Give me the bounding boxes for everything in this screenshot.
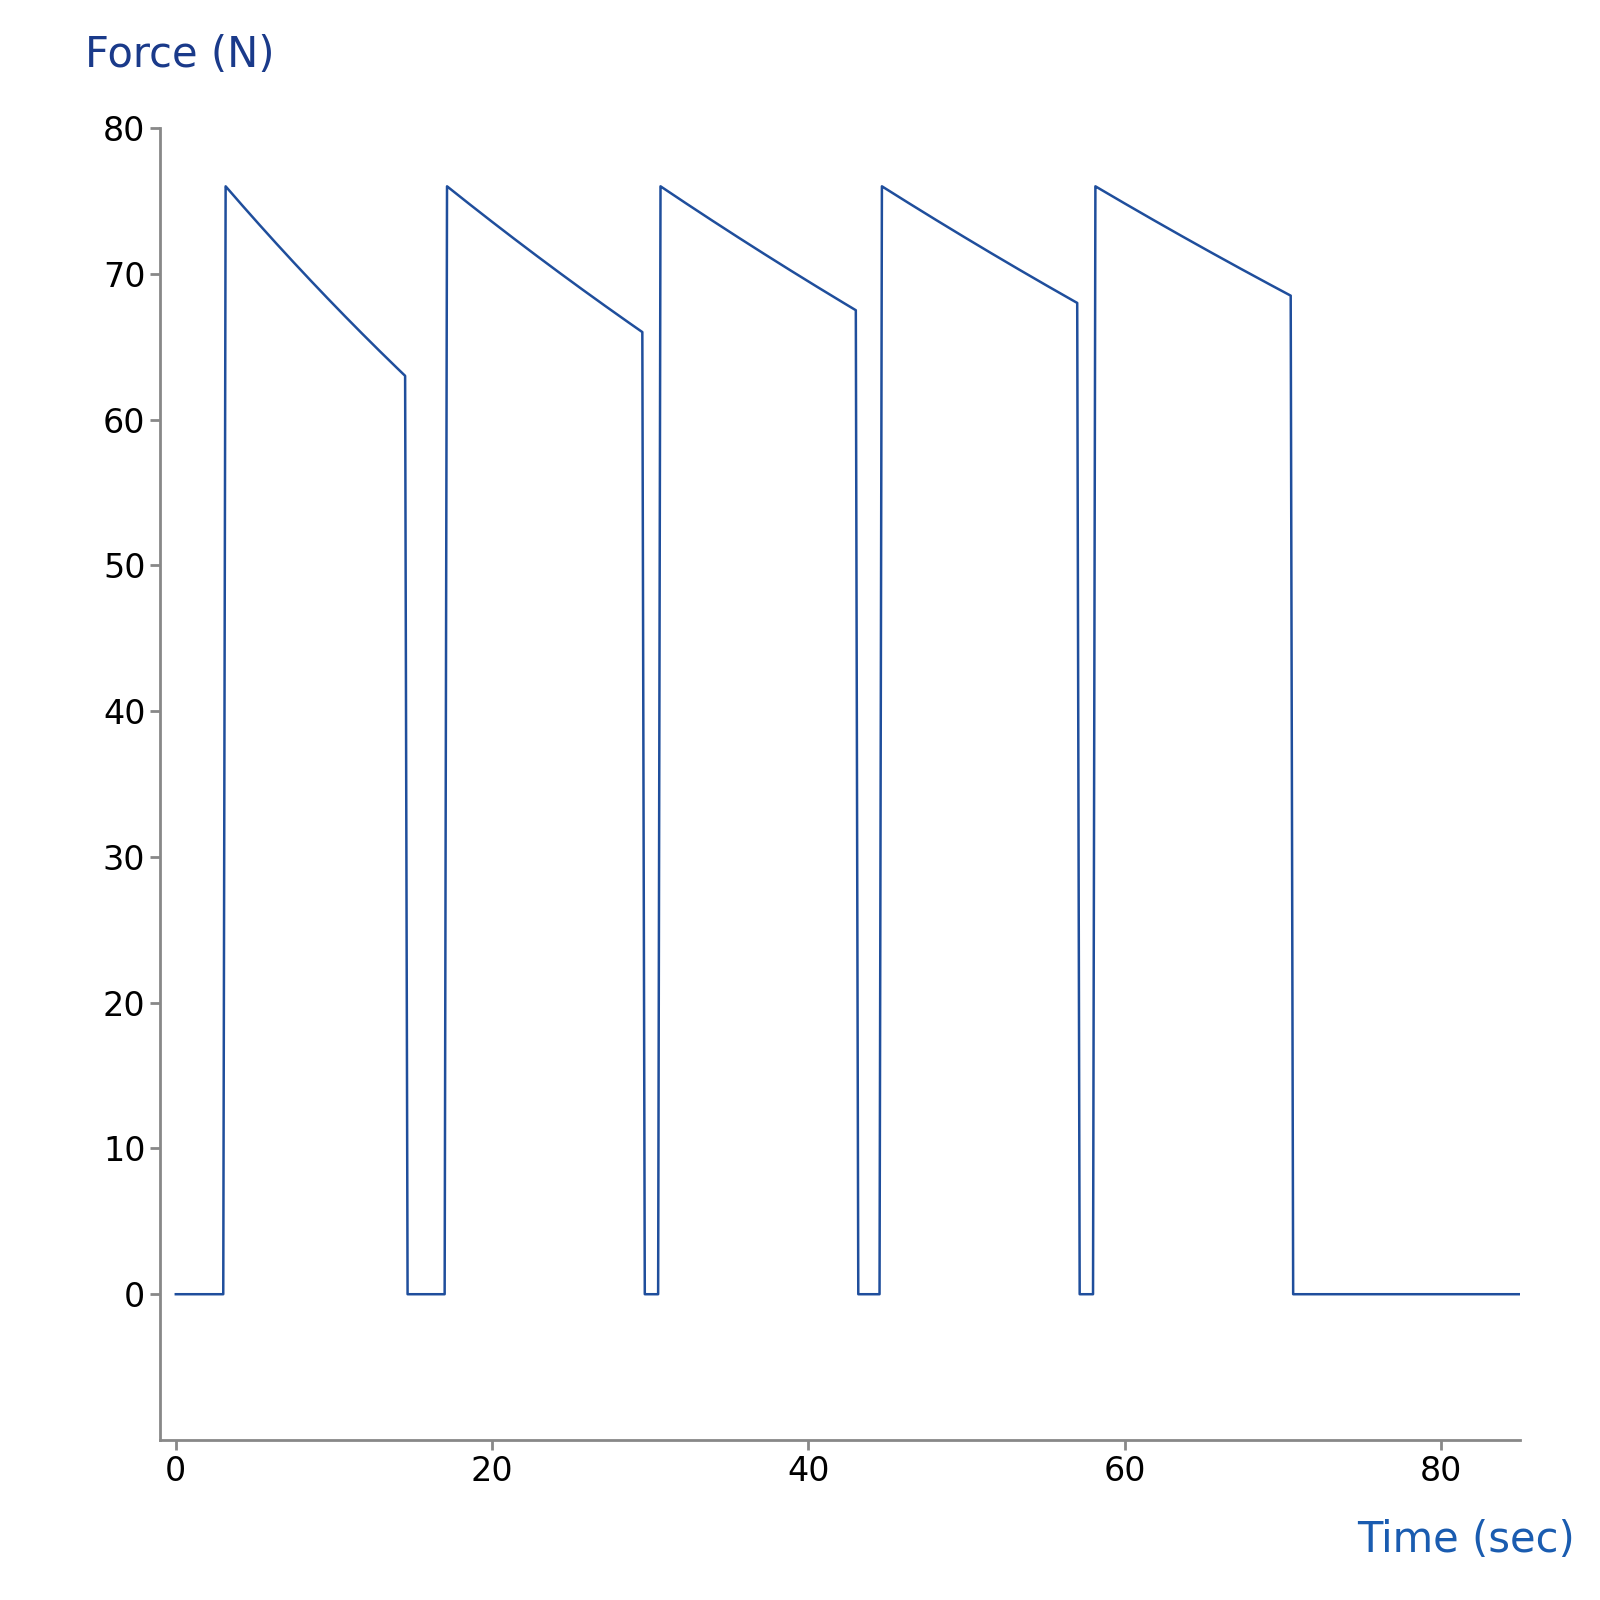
X-axis label: Time (sec): Time (sec) <box>1357 1518 1574 1560</box>
Y-axis label: Force (N): Force (N) <box>85 34 275 75</box>
